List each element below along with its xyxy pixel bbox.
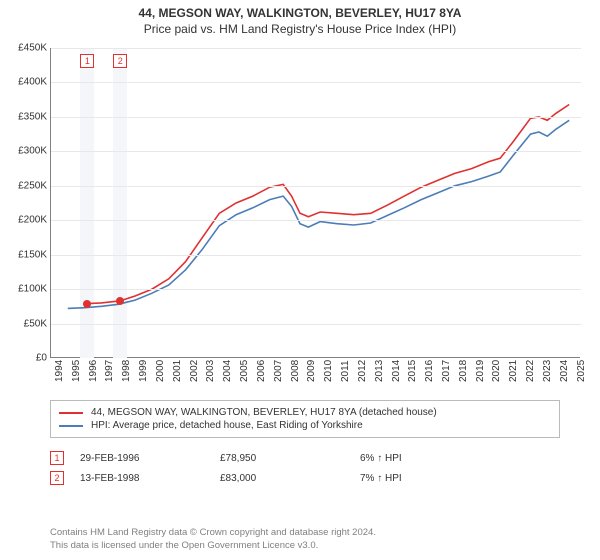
x-axis-tick-label: 1997 bbox=[104, 360, 115, 382]
sale-point-marker bbox=[116, 297, 124, 305]
gridline bbox=[51, 186, 581, 187]
chart-area: £0£50K£100K£150K£200K£250K£300K£350K£400… bbox=[50, 48, 580, 358]
sale-date: 13-FEB-1998 bbox=[80, 473, 220, 484]
sale-row-marker: 2 bbox=[50, 471, 64, 485]
x-axis-tick-label: 2002 bbox=[189, 360, 200, 382]
sale-delta: 6% ↑ HPI bbox=[360, 453, 500, 464]
legend-box: 44, MEGSON WAY, WALKINGTON, BEVERLEY, HU… bbox=[50, 400, 560, 438]
x-axis-tick-label: 2018 bbox=[458, 360, 469, 382]
x-axis-tick-label: 2007 bbox=[273, 360, 284, 382]
x-axis-tick-label: 2014 bbox=[391, 360, 402, 382]
gridline bbox=[51, 324, 581, 325]
legend-label: HPI: Average price, detached house, East… bbox=[91, 420, 363, 431]
gridline bbox=[51, 255, 581, 256]
x-axis-tick-label: 2003 bbox=[205, 360, 216, 382]
x-axis-tick-label: 2025 bbox=[576, 360, 587, 382]
chart-title: 44, MEGSON WAY, WALKINGTON, BEVERLEY, HU… bbox=[0, 6, 600, 20]
footnote: Contains HM Land Registry data © Crown c… bbox=[50, 527, 560, 552]
sales-table: 1 29-FEB-1996£78,9506% ↑ HPI 2 13-FEB-1998£… bbox=[50, 448, 560, 488]
gridline bbox=[51, 117, 581, 118]
x-axis-tick-label: 2004 bbox=[222, 360, 233, 382]
x-axis-tick-label: 2017 bbox=[441, 360, 452, 382]
y-axis-tick-label: £150K bbox=[7, 249, 47, 260]
x-axis-tick-label: 2001 bbox=[172, 360, 183, 382]
x-axis-tick-label: 2010 bbox=[323, 360, 334, 382]
x-axis-tick-label: 2020 bbox=[491, 360, 502, 382]
plot-region: £0£50K£100K£150K£200K£250K£300K£350K£400… bbox=[50, 48, 580, 358]
chart-container: 44, MEGSON WAY, WALKINGTON, BEVERLEY, HU… bbox=[0, 0, 600, 560]
legend-swatch bbox=[59, 412, 83, 414]
legend-item: 44, MEGSON WAY, WALKINGTON, BEVERLEY, HU… bbox=[59, 407, 551, 418]
y-axis-tick-label: £450K bbox=[7, 43, 47, 54]
y-axis-tick-label: £0 bbox=[7, 353, 47, 364]
x-axis-tick-label: 2023 bbox=[542, 360, 553, 382]
sale-price: £78,950 bbox=[220, 453, 360, 464]
y-axis-tick-label: £200K bbox=[7, 215, 47, 226]
x-axis-tick-label: 2005 bbox=[239, 360, 250, 382]
x-axis-tick-label: 2024 bbox=[559, 360, 570, 382]
gridline bbox=[51, 151, 581, 152]
gridline bbox=[51, 48, 581, 49]
x-axis-tick-label: 2015 bbox=[407, 360, 418, 382]
y-axis-tick-label: £350K bbox=[7, 111, 47, 122]
legend-swatch bbox=[59, 425, 83, 427]
chart-subtitle: Price paid vs. HM Land Registry's House … bbox=[0, 22, 600, 36]
footnote-line: Contains HM Land Registry data © Crown c… bbox=[50, 527, 560, 539]
x-axis-tick-label: 2021 bbox=[508, 360, 519, 382]
x-axis-tick-label: 1996 bbox=[88, 360, 99, 382]
gridline bbox=[51, 82, 581, 83]
sale-price: £83,000 bbox=[220, 473, 360, 484]
x-axis-tick-label: 2016 bbox=[424, 360, 435, 382]
sale-row: 2 13-FEB-1998£83,0007% ↑ HPI bbox=[50, 468, 560, 488]
series-line bbox=[68, 120, 569, 308]
gridline bbox=[51, 289, 581, 290]
x-axis-tick-label: 1995 bbox=[71, 360, 82, 382]
x-axis-tick-label: 2012 bbox=[357, 360, 368, 382]
footnote-line: This data is licensed under the Open Gov… bbox=[50, 540, 560, 552]
y-axis-tick-label: £100K bbox=[7, 284, 47, 295]
x-axis-tick-label: 2011 bbox=[340, 360, 351, 382]
x-axis-tick-label: 1999 bbox=[138, 360, 149, 382]
x-axis-tick-label: 2019 bbox=[475, 360, 486, 382]
y-axis-tick-label: £50K bbox=[7, 318, 47, 329]
x-axis-tick-label: 1998 bbox=[121, 360, 132, 382]
legend-label: 44, MEGSON WAY, WALKINGTON, BEVERLEY, HU… bbox=[91, 407, 437, 418]
y-axis-tick-label: £250K bbox=[7, 180, 47, 191]
line-series-svg bbox=[51, 48, 581, 358]
x-axis-tick-label: 2008 bbox=[290, 360, 301, 382]
sale-delta: 7% ↑ HPI bbox=[360, 473, 500, 484]
title-block: 44, MEGSON WAY, WALKINGTON, BEVERLEY, HU… bbox=[0, 0, 600, 40]
series-line bbox=[87, 105, 569, 304]
x-axis-tick-label: 2006 bbox=[256, 360, 267, 382]
sale-marker-label: 2 bbox=[113, 54, 127, 68]
y-axis-tick-label: £300K bbox=[7, 146, 47, 157]
sale-point-marker bbox=[83, 300, 91, 308]
sale-date: 29-FEB-1996 bbox=[80, 453, 220, 464]
sale-row: 1 29-FEB-1996£78,9506% ↑ HPI bbox=[50, 448, 560, 468]
sale-row-marker: 1 bbox=[50, 451, 64, 465]
gridline bbox=[51, 220, 581, 221]
x-axis-tick-label: 2022 bbox=[525, 360, 536, 382]
y-axis-tick-label: £400K bbox=[7, 77, 47, 88]
x-axis-tick-label: 2000 bbox=[155, 360, 166, 382]
sale-marker-label: 1 bbox=[80, 54, 94, 68]
legend-item: HPI: Average price, detached house, East… bbox=[59, 420, 551, 431]
x-axis-tick-label: 2013 bbox=[374, 360, 385, 382]
x-axis-tick-label: 2009 bbox=[306, 360, 317, 382]
x-axis-tick-label: 1994 bbox=[54, 360, 65, 382]
